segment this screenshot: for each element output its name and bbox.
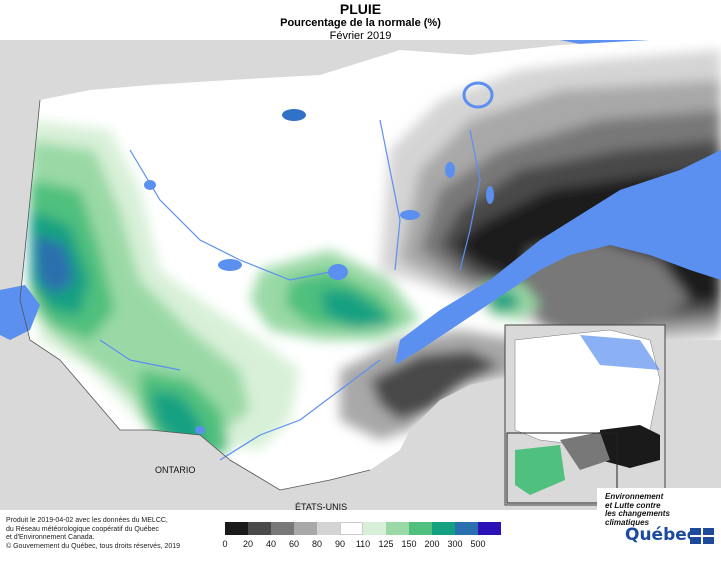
precipitation-map: ONTARIO ÉTATS-UNIS (0, 40, 721, 510)
credit-line-2: du Réseau météorologique coopératif du Q… (6, 525, 159, 533)
legend-label: 80 (311, 539, 323, 549)
ontario-label: ONTARIO (155, 465, 195, 475)
legend-label: 20 (242, 539, 254, 549)
ministry-line-3: les changements (605, 509, 670, 518)
ministry-line-4: climatiques (605, 517, 650, 527)
usa-label: ÉTATS-UNIS (295, 502, 347, 510)
legend-label: 110 (355, 539, 371, 549)
legend-label: 90 (334, 539, 346, 549)
ministry-name: Environnement et Lutte contre les change… (605, 492, 670, 527)
saint-lawrence-water (395, 150, 721, 365)
legend-swatch (340, 522, 363, 535)
map-title: PLUIE (339, 1, 382, 17)
legend-label: 40 (265, 539, 277, 549)
fleur-de-lis-icon (690, 528, 714, 544)
legend-swatch (363, 522, 386, 535)
legend-swatch (225, 522, 248, 535)
legend-swatch (248, 522, 271, 535)
copyright: © Gouvernement du Québec, tous droits ré… (6, 543, 181, 550)
provincial-border (19, 99, 371, 491)
ministry-line-2: et Lutte contre (605, 500, 661, 510)
inland-water (144, 81, 494, 434)
legend-label: 200 (424, 539, 440, 549)
production-credit: Produit le 2019-04-02 avec les données d… (6, 517, 168, 543)
legend-label: 60 (288, 539, 300, 549)
rivers (99, 119, 481, 461)
map-period: Février 2019 (329, 30, 392, 42)
legend-swatch (409, 522, 432, 535)
legend-label: 0 (222, 539, 228, 549)
legend-swatch (271, 522, 294, 535)
legend-swatch (455, 522, 478, 535)
credit-line-1: Produit le 2019-04-02 avec les données d… (6, 517, 168, 524)
ministry-line-1: Environnement (605, 492, 664, 501)
lake-water (0, 285, 40, 340)
map-subtitle: Pourcentage de la normale (%) (280, 17, 441, 29)
legend-label: 150 (401, 539, 417, 549)
legend-swatch (386, 522, 409, 535)
legend-swatch (432, 522, 455, 535)
credit-line-3: et d'Environnement Canada. (6, 534, 95, 542)
inset-map (504, 324, 666, 506)
legend-label: 500 (470, 539, 486, 549)
legend-swatch (317, 522, 340, 535)
legend-swatch (294, 522, 317, 535)
legend-swatch (478, 522, 501, 535)
map-header: PLUIE Pourcentage de la normale (%) Févr… (0, 0, 721, 43)
quebec-logo: Québec (625, 525, 697, 545)
legend-label: 125 (378, 539, 394, 549)
ministry-branding: Environnement et Lutte contre les change… (597, 488, 721, 549)
legend-label: 300 (447, 539, 463, 549)
